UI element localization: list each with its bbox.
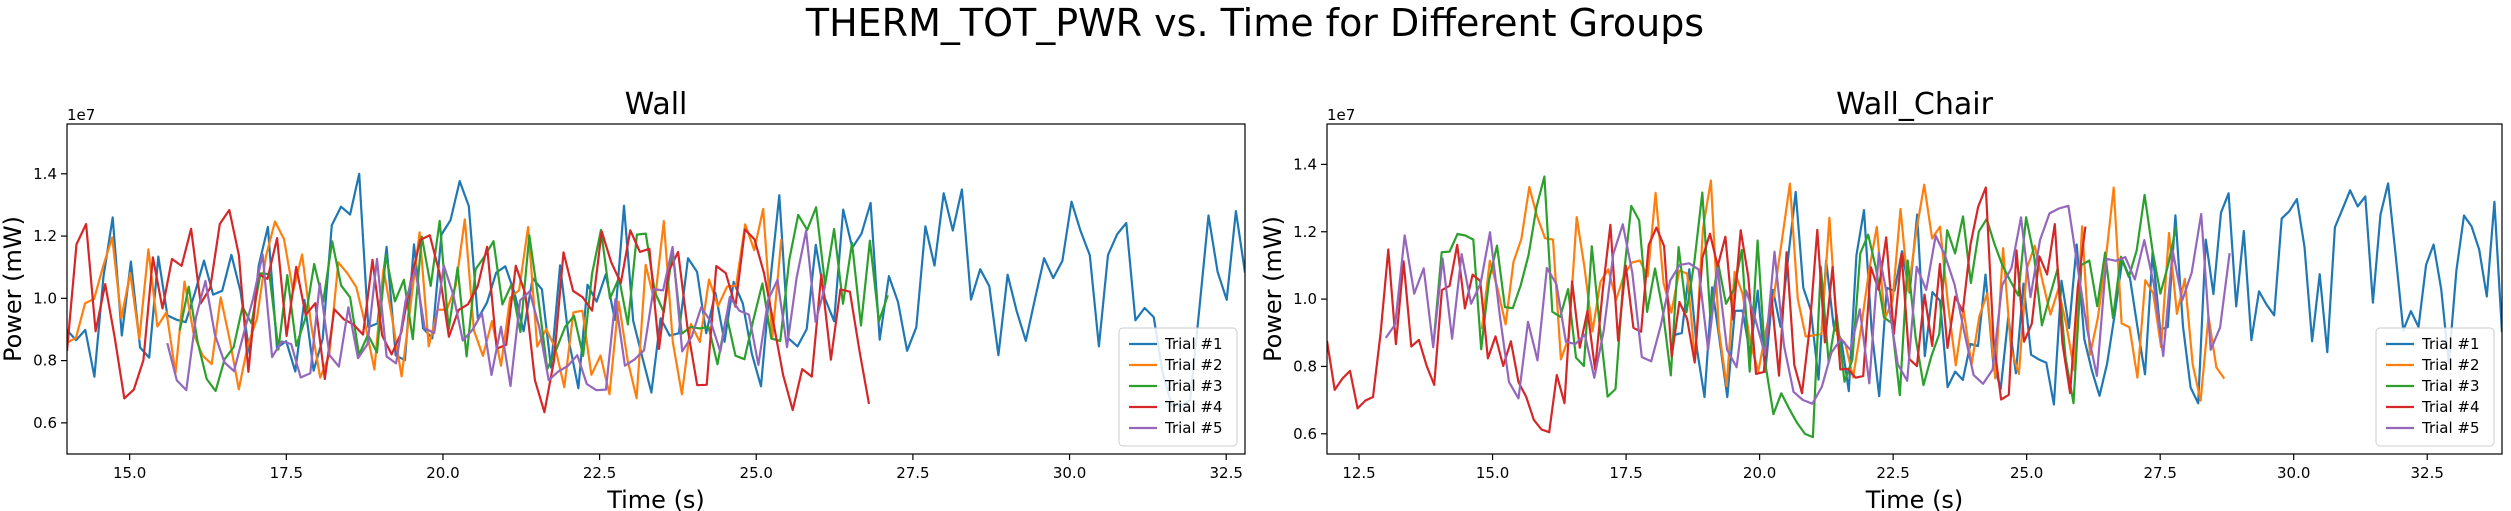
panel-title: Wall_Chair: [1836, 87, 1993, 122]
y-tick-label: 1.0: [33, 289, 57, 307]
legend-label: Trial #3: [1164, 377, 1223, 395]
x-tick-label: 27.5: [896, 464, 929, 482]
x-axis-label: Time (s): [606, 486, 705, 511]
x-tick-label: 15.0: [1476, 464, 1509, 482]
series-line-trial-5: [1384, 204, 2231, 405]
x-tick-label: 32.5: [1209, 464, 1242, 482]
series-line-trial-3: [1432, 175, 2178, 439]
x-tick-label: 12.5: [1342, 464, 1375, 482]
panel-wall: Wall 15.0 17.5 20.0 22.5 25.0 27.5 30.0 32.5 0.6 0…: [0, 87, 1246, 511]
series-line-trial-5: [166, 229, 827, 392]
panel-title: Wall: [625, 87, 688, 122]
y-tick-label: 0.6: [33, 414, 57, 432]
x-tick-label: 27.5: [2143, 464, 2176, 482]
y-tick-label: 1.0: [1293, 290, 1317, 308]
legend-label: Trial #1: [2421, 335, 2480, 353]
legend-label: Trial #2: [1164, 356, 1223, 374]
figure-title: THERM_TOT_PWR vs. Time for Different Gro…: [805, 1, 1704, 45]
y-tick-label: 1.4: [33, 165, 57, 183]
y-axis-label: Power (mW): [1259, 216, 1287, 362]
y-tick-label: 0.8: [33, 352, 57, 370]
legend-label: Trial #4: [2421, 398, 2480, 416]
legend-box: [1118, 327, 1238, 447]
y-tick-label: 0.8: [1293, 357, 1317, 375]
x-tick-label: 15.0: [113, 464, 146, 482]
legend: Trial #1 Trial #2 Trial #3 Trial #4 Trial #5: [2375, 327, 2495, 447]
series-line-trial-3: [178, 206, 889, 393]
x-tick-label: 30.0: [2277, 464, 2310, 482]
x-tick-label: 30.0: [1053, 464, 1086, 482]
series-lines: [1327, 175, 2502, 439]
series-line-trial-1: [67, 172, 1245, 407]
legend-label: Trial #5: [2421, 419, 2480, 437]
y-axis-label: Power (mW): [0, 216, 27, 362]
y-tick-label: 1.4: [1293, 155, 1317, 173]
y-offset-label: 1e7: [1327, 106, 1355, 124]
x-tick-label: 25.0: [740, 464, 773, 482]
legend: Trial #1 Trial #2 Trial #3 Trial #4 Trial #5: [1118, 327, 1238, 447]
series-line-trial-1: [1673, 182, 2502, 406]
x-tick-label: 22.5: [583, 464, 616, 482]
y-tick-label: 0.6: [1293, 425, 1317, 443]
legend-label: Trial #2: [2421, 356, 2480, 374]
legend-label: Trial #1: [1164, 335, 1223, 353]
y-offset-label: 1e7: [67, 106, 95, 124]
x-tick-label: 20.0: [1743, 464, 1776, 482]
series-lines: [67, 172, 1245, 414]
legend-label: Trial #5: [1164, 419, 1223, 437]
x-tick-label: 32.5: [2411, 464, 2444, 482]
legend-label: Trial #3: [2421, 377, 2480, 395]
legend-box: [2375, 327, 2495, 447]
y-tick-label: 1.2: [1293, 223, 1317, 241]
x-tick-label: 17.5: [270, 464, 303, 482]
x-tick-label: 25.0: [2010, 464, 2043, 482]
x-tick-label: 17.5: [1609, 464, 1642, 482]
series-line-trial-2: [67, 207, 783, 400]
x-tick-label: 22.5: [1876, 464, 1909, 482]
y-tick-label: 1.2: [33, 227, 57, 245]
panel-wall-chair: Wall_Chair 12.5 15.0 17.5 20.0 22.5 25.0 27.5 30…: [1259, 87, 2503, 511]
x-tick-label: 20.0: [426, 464, 459, 482]
legend-label: Trial #4: [1164, 398, 1223, 416]
plot-frame: [66, 123, 1246, 455]
x-axis-label: Time (s): [1865, 486, 1964, 511]
plot-frame: [1326, 123, 2503, 455]
